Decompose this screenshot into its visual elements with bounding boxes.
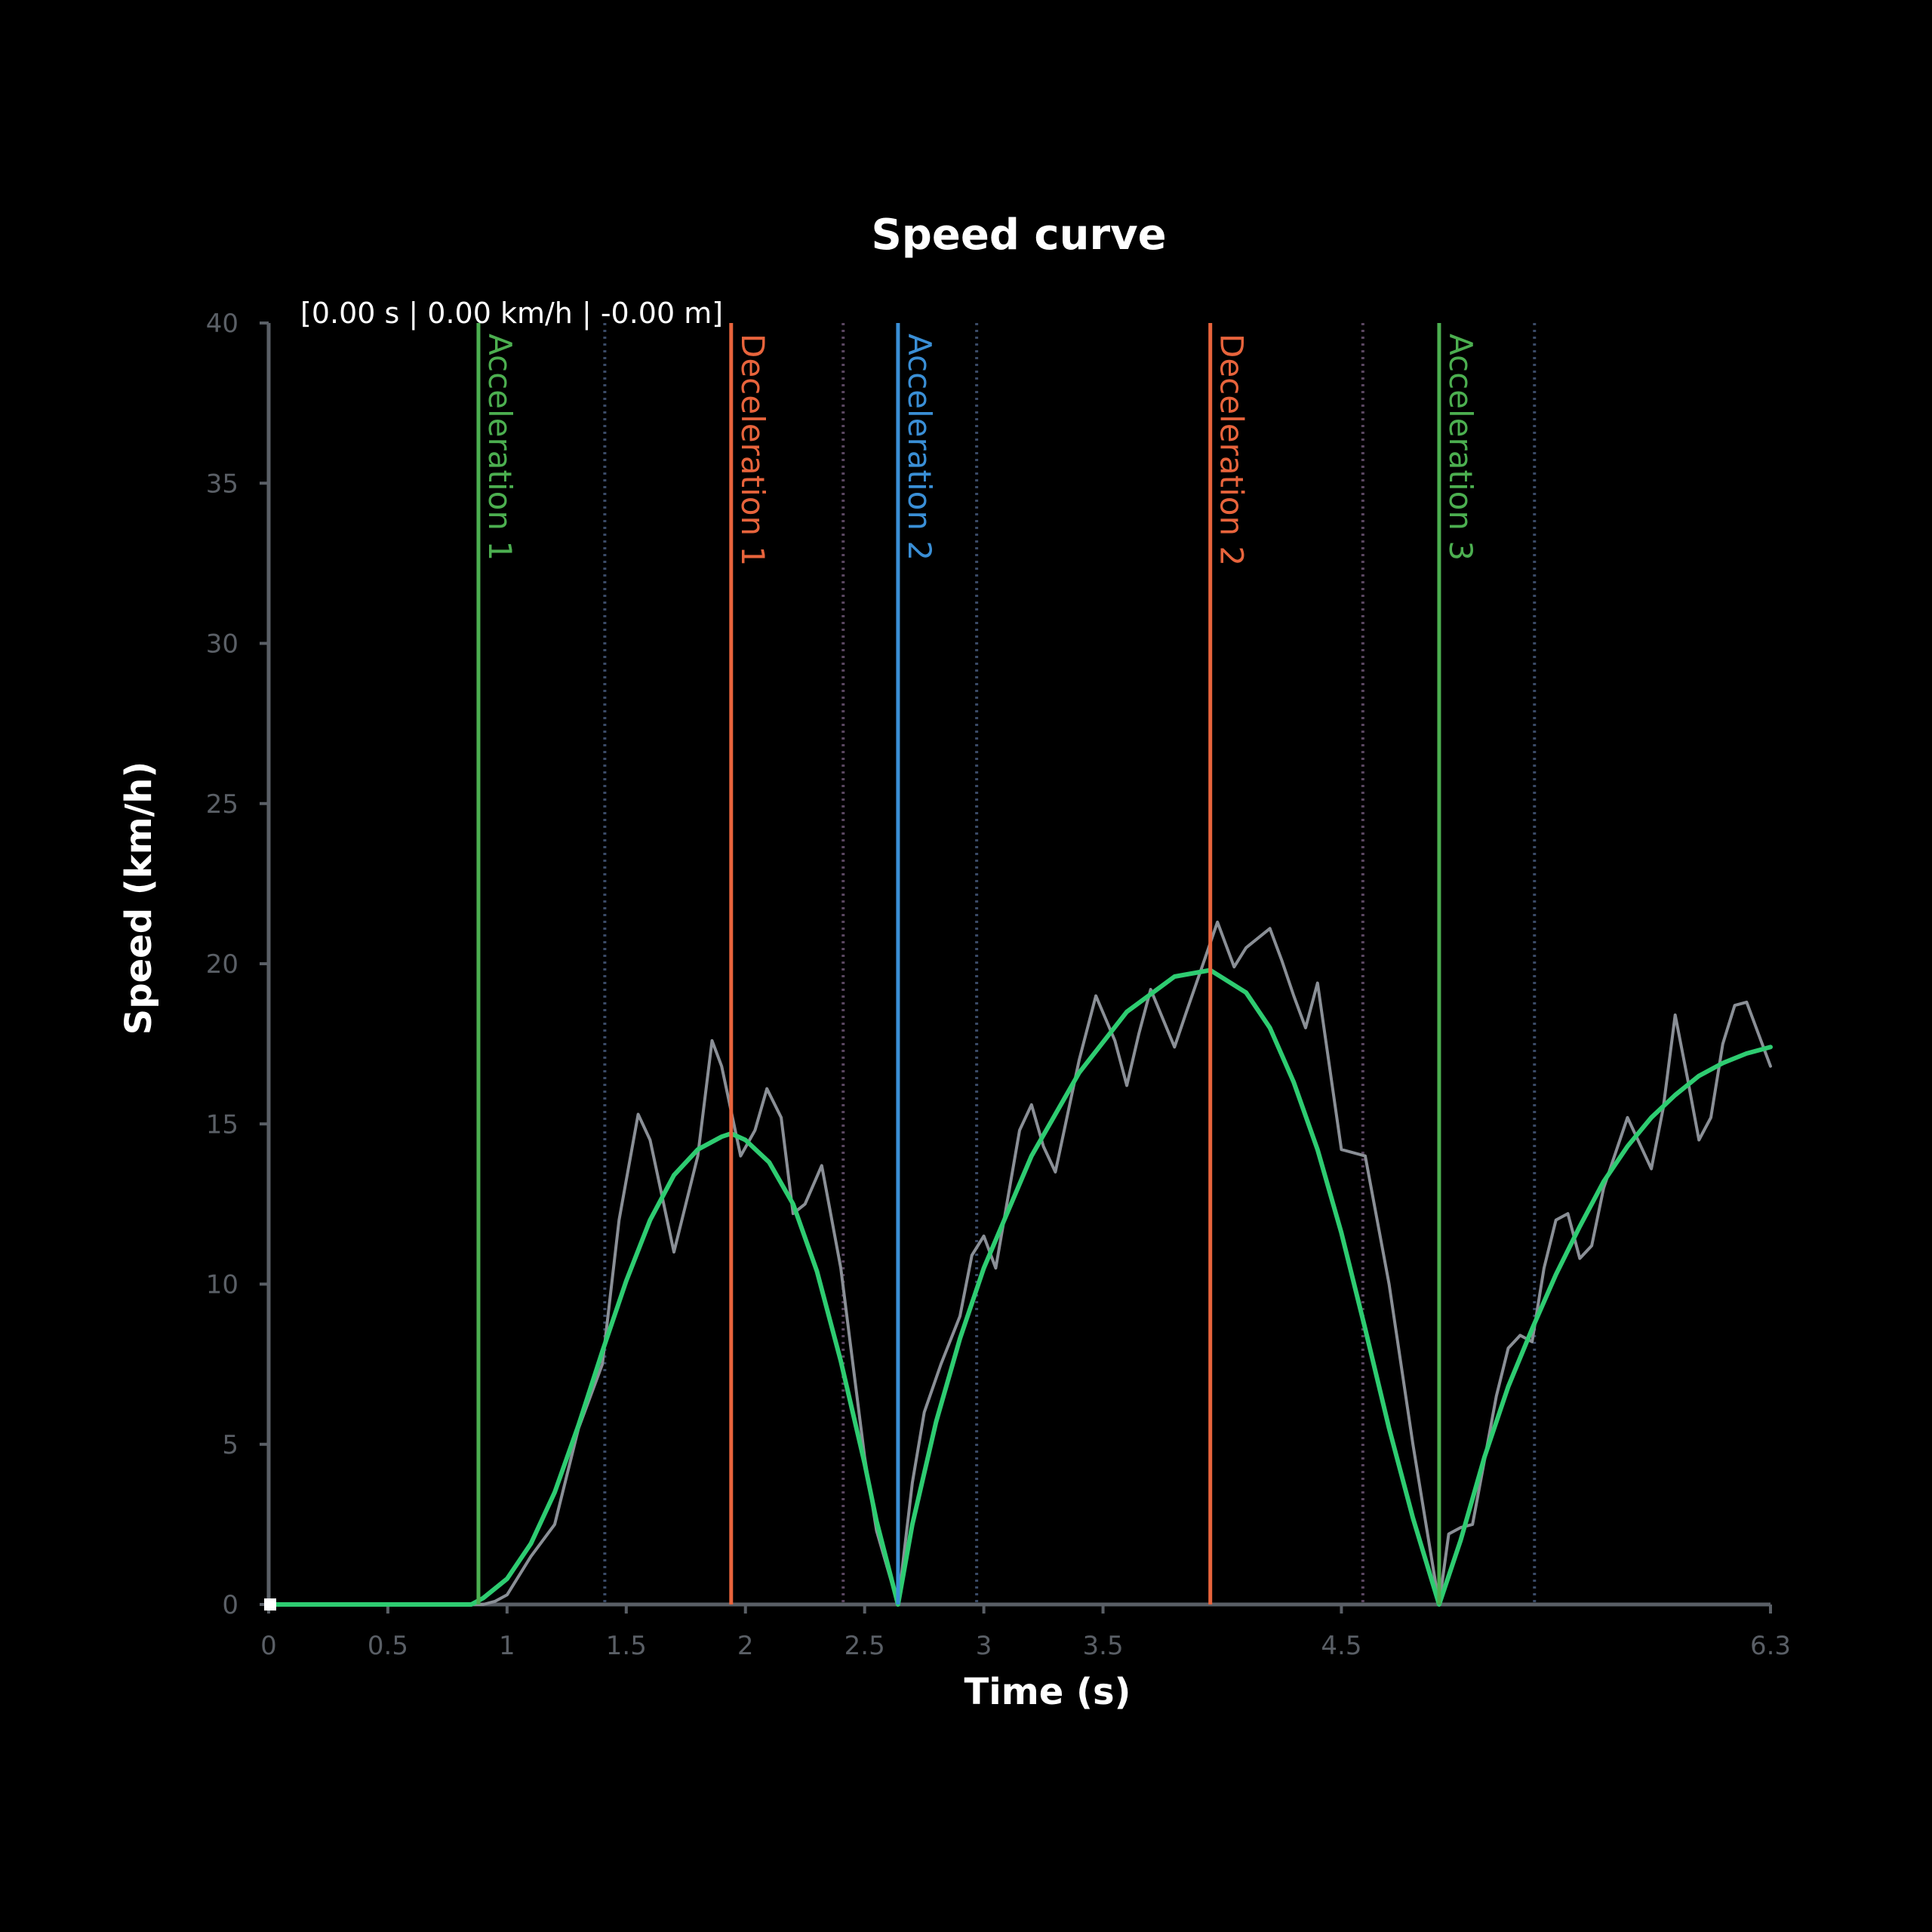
chart-title: Speed curve	[871, 211, 1166, 260]
y-tick-label: 30	[206, 629, 238, 660]
event-marker-label: Acceleration 3	[1442, 334, 1479, 561]
x-tick-label: 1	[499, 1631, 515, 1661]
x-tick-label: 3.5	[1083, 1631, 1124, 1661]
x-tick-label: 0	[260, 1631, 277, 1661]
x-tick-label: 3	[976, 1631, 992, 1661]
y-tick-label: 15	[206, 1109, 238, 1140]
y-tick-label: 5	[222, 1430, 238, 1460]
x-tick-label: 2.5	[844, 1631, 885, 1661]
y-tick-label: 10	[206, 1270, 238, 1300]
y-tick-label: 20	[206, 949, 238, 980]
event-marker-label: Acceleration 1	[481, 334, 518, 561]
smoothed-speed-line	[266, 968, 1773, 1607]
cursor-readout: [0.00 s | 0.00 km/h | -0.00 m]	[300, 297, 723, 331]
y-axis-ticks: 0 5 10 15 20 25 30 35 40	[206, 309, 269, 1620]
x-tick-label: 2	[737, 1631, 754, 1661]
x-axis-title: Time (s)	[964, 1671, 1131, 1713]
x-tick-label: 0.5	[368, 1631, 408, 1661]
dotted-lines	[603, 323, 1537, 1604]
event-marker-label: Acceleration 2	[901, 334, 938, 561]
raw-speed-line	[267, 920, 1772, 1606]
origin-handle[interactable]	[264, 1598, 276, 1611]
y-tick-label: 25	[206, 789, 238, 820]
y-axis-title: Speed (km/h)	[118, 761, 160, 1035]
y-tick-label: 40	[206, 309, 238, 339]
x-tick-label: 1.5	[606, 1631, 647, 1661]
x-axis-ticks: 0 0.5 1 1.5 2 2.5 3 3.5 4.5 6.3	[260, 1604, 1791, 1661]
event-markers: Acceleration 1 Deceleration 1 Acceleration…	[476, 323, 1479, 1604]
series	[266, 920, 1773, 1607]
y-tick-label: 35	[206, 469, 238, 499]
x-tick-label: 6.3	[1750, 1631, 1791, 1661]
event-marker-label: Deceleration 1	[734, 334, 771, 566]
y-tick-label: 0	[222, 1590, 238, 1620]
event-marker-label: Deceleration 2	[1214, 334, 1251, 566]
x-tick-label: 4.5	[1321, 1631, 1361, 1661]
